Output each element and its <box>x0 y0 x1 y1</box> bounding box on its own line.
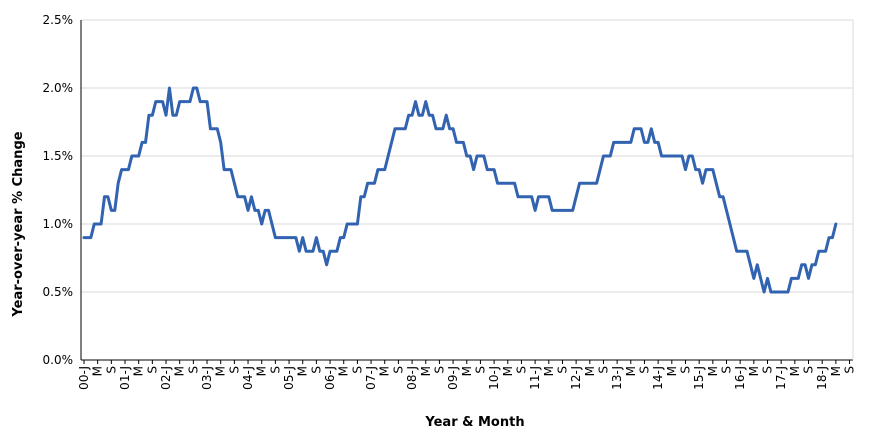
x-tick-label: 01-J <box>118 366 132 390</box>
x-tick-label: S <box>432 366 446 374</box>
x-tick-label: S <box>761 366 775 374</box>
x-tick-label: 17-J <box>774 366 788 390</box>
x-tick-label: S <box>678 366 692 374</box>
x-tick-label: M <box>419 366 433 376</box>
x-tick-label: 03-J <box>200 366 214 390</box>
y-axis-title: Year-over-year % Change <box>11 131 26 317</box>
x-tick-label: 05-J <box>282 366 296 390</box>
x-tick-label: 04-J <box>241 366 255 390</box>
x-tick-label: S <box>555 366 569 374</box>
x-tick-label: S <box>637 366 651 374</box>
x-tick-label: S <box>186 366 200 374</box>
x-tick-label: 09-J <box>446 366 460 390</box>
x-tick-label: S <box>719 366 733 374</box>
x-tick-label: 12-J <box>569 366 583 390</box>
x-tick-label: M <box>255 366 269 376</box>
x-tick-label: 14-J <box>651 366 665 390</box>
x-tick-label: M <box>747 366 761 376</box>
y-tick-label: 2.5% <box>43 13 74 27</box>
x-tick-label: 08-J <box>405 366 419 390</box>
x-tick-label: M <box>706 366 720 376</box>
x-tick-label: M <box>91 366 105 376</box>
y-tick-label: 2.0% <box>43 81 74 95</box>
x-tick-label: 11-J <box>528 366 542 390</box>
x-tick-label: M <box>501 366 515 376</box>
x-tick-label: M <box>296 366 310 376</box>
x-tick-label: M <box>542 366 556 376</box>
x-tick-label: M <box>829 366 843 376</box>
x-tick-label: S <box>145 366 159 374</box>
x-tick-label: S <box>227 366 241 374</box>
x-tick-label: S <box>473 366 487 374</box>
x-tick-label: M <box>337 366 351 376</box>
x-tick-label: 07-J <box>364 366 378 390</box>
x-tick-label: 15-J <box>692 366 706 390</box>
series-line <box>82 86 838 294</box>
x-tick-label: 16-J <box>733 366 747 390</box>
y-tick-label: 0.0% <box>43 353 74 367</box>
x-tick-label: S <box>350 366 364 374</box>
x-tick-label: S <box>309 366 323 374</box>
x-tick-label: M <box>460 366 474 376</box>
x-tick-label: M <box>624 366 638 376</box>
x-tick-label: 18-J <box>815 366 829 390</box>
x-tick-label: M <box>173 366 187 376</box>
x-tick-label: M <box>378 366 392 376</box>
x-tick-label: S <box>268 366 282 374</box>
y-tick-label: 1.5% <box>43 149 74 163</box>
x-tick-label: S <box>391 366 405 374</box>
x-tick-label: 06-J <box>323 366 337 390</box>
x-tick-label: S <box>104 366 118 374</box>
x-tick-label: M <box>583 366 597 376</box>
x-tick-label: 00-J <box>77 366 91 390</box>
y-tick-label: 0.5% <box>43 285 74 299</box>
y-tick-label: 1.0% <box>43 217 74 231</box>
x-tick-label: M <box>132 366 146 376</box>
x-tick-labels: 00-J M S 01-J M S 02-J M S 03-J M S 04-J M S 05-J M S 06-J… <box>77 366 857 390</box>
x-axis-title: Year & Month <box>424 415 524 430</box>
x-tick-label: 02-J <box>159 366 173 390</box>
x-tick-label: S <box>802 366 816 374</box>
x-tick-label: M <box>788 366 802 376</box>
x-tick-label: S <box>843 366 857 374</box>
x-tick-label: 13-J <box>610 366 624 390</box>
x-tick-label: M <box>214 366 228 376</box>
axes <box>80 20 854 364</box>
series-layer <box>82 86 838 294</box>
x-tick-label: S <box>596 366 610 374</box>
y-tick-labels: 0.0% 0.5% 1.0% 1.5% 2.0% 2.5% <box>43 13 74 367</box>
x-tick-label: M <box>665 366 679 376</box>
x-tick-label: 10-J <box>487 366 501 390</box>
x-tick-label: S <box>514 366 528 374</box>
